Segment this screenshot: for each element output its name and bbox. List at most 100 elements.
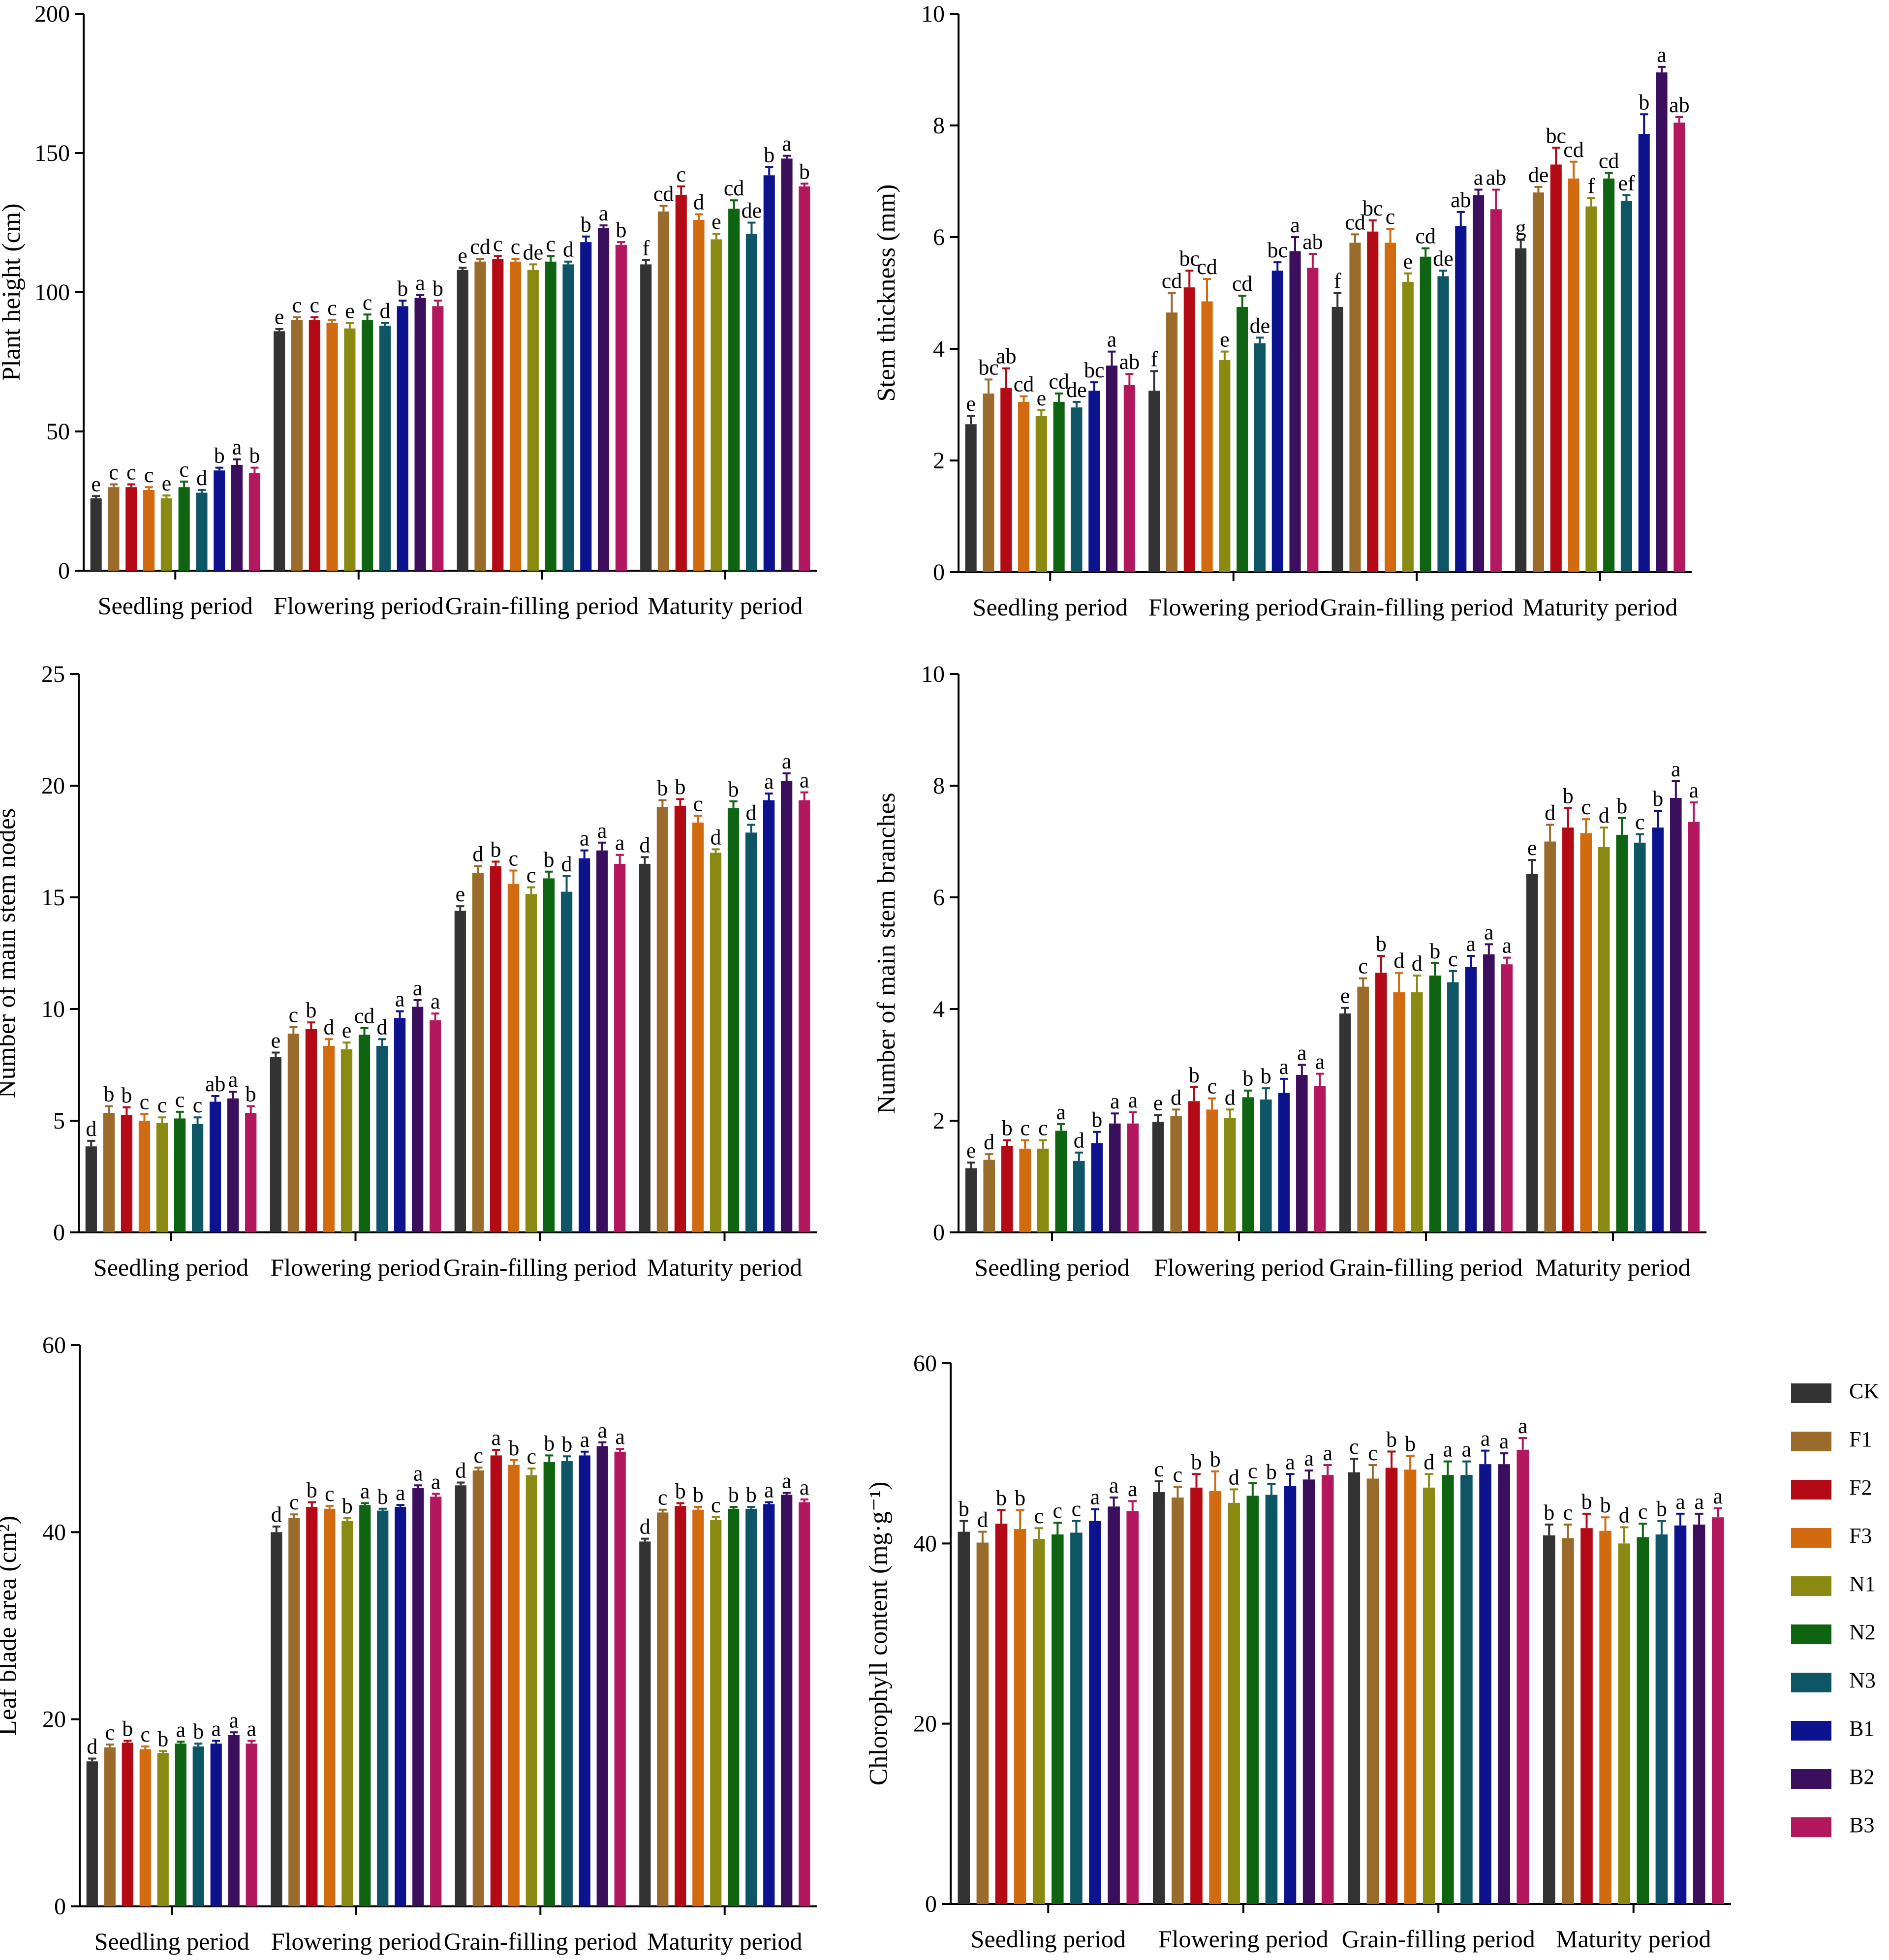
bar-b2 <box>1483 954 1495 1232</box>
significance-letter: a <box>396 1481 405 1505</box>
significance-letter: a <box>1110 1089 1120 1113</box>
bar-f3 <box>692 1509 704 1906</box>
bar-f2 <box>1580 1528 1593 1904</box>
significance-letter: a <box>1462 1438 1472 1462</box>
significance-letter: a <box>800 1475 809 1500</box>
bar-b2 <box>1498 1464 1510 1904</box>
significance-letter: a <box>1481 1427 1490 1451</box>
bar-n3 <box>1254 343 1266 572</box>
bar-ck <box>454 911 466 1232</box>
significance-letter: a <box>1518 1414 1528 1438</box>
significance-letter: b <box>508 1436 519 1460</box>
significance-letter: c <box>1448 947 1458 971</box>
bar-f1 <box>656 807 668 1232</box>
significance-letter: a <box>800 768 809 793</box>
chart-panel-1: 0 50 100 150 200 Plant height (cm) Seedling pe… <box>0 1 817 619</box>
significance-letter: d <box>196 466 207 490</box>
significance-letter: cd <box>1049 369 1069 394</box>
bar-b3 <box>1126 1511 1139 1904</box>
bar-b3 <box>614 863 626 1232</box>
significance-letter: e <box>1037 386 1047 410</box>
bar-f2 <box>675 194 687 571</box>
chart-panel-6: 0 20 40 60 Chlorophyll content (mg·g⁻¹) Seedl… <box>865 1350 1731 1953</box>
significance-letter: b <box>377 1485 388 1509</box>
bar-ck <box>640 264 652 571</box>
significance-letter: cd <box>1345 210 1365 234</box>
bar-n2 <box>728 1508 740 1906</box>
bar-n1 <box>1032 1539 1045 1904</box>
significance-letter: d <box>693 190 704 214</box>
significance-letter: a <box>395 987 405 1011</box>
significance-letter: b <box>157 1727 168 1751</box>
bar-b1 <box>1284 1486 1297 1904</box>
bar-f2 <box>121 1115 133 1232</box>
significance-letter: c <box>1173 1463 1183 1487</box>
bar-n1 <box>1219 360 1231 572</box>
significance-letter: b <box>249 444 260 468</box>
significance-letter: b <box>1656 1497 1667 1521</box>
x-tick-label: Flowering period <box>271 1254 441 1281</box>
bar-b1 <box>210 1744 222 1906</box>
legend-item-n2: N2 <box>1791 1614 1885 1662</box>
significance-letter: g <box>1516 216 1526 240</box>
significance-letter: d <box>472 842 483 866</box>
significance-letter: de <box>742 199 762 223</box>
bar-f1 <box>472 1470 484 1906</box>
bar-b2 <box>1693 1524 1705 1904</box>
significance-letter: d <box>87 1735 97 1759</box>
bar-ck <box>85 1146 97 1232</box>
bar-n1 <box>710 1520 722 1906</box>
significance-letter: b <box>1544 1501 1554 1525</box>
significance-letter: cd <box>1415 224 1436 248</box>
bar-n2 <box>359 1505 371 1906</box>
bar-ck <box>958 1531 970 1904</box>
y-axis-label: Stem thickness (mm) <box>872 184 900 402</box>
significance-letter: d <box>455 1459 466 1483</box>
x-tick-label: Grain-filling period <box>1320 593 1514 621</box>
significance-letter: a <box>1315 1050 1325 1074</box>
bar-b3 <box>1490 209 1502 572</box>
significance-letter: c <box>327 296 337 320</box>
significance-letter: c <box>474 1443 484 1468</box>
significance-letter: c <box>1349 1435 1359 1459</box>
bar-b1 <box>1089 1521 1101 1904</box>
bar-b2 <box>781 158 793 571</box>
significance-letter: c <box>126 460 136 485</box>
y-tick-label: 40 <box>42 1519 66 1545</box>
bar-b2 <box>412 1007 424 1232</box>
bar-f3 <box>1580 833 1592 1232</box>
bar-f3 <box>1404 1470 1417 1904</box>
bar-f1 <box>1166 312 1178 572</box>
y-tick-label: 0 <box>933 1220 945 1246</box>
significance-letter: c <box>1248 1459 1258 1483</box>
bar-f1 <box>1366 1478 1379 1904</box>
significance-letter: a <box>1484 920 1494 944</box>
significance-letter: a <box>782 132 792 156</box>
x-tick-label: Seedling period <box>974 1254 1129 1281</box>
bar-n1 <box>156 1123 168 1232</box>
significance-letter: c <box>526 1444 536 1469</box>
significance-letter: d <box>1074 1129 1084 1153</box>
bar-n1 <box>1423 1487 1435 1904</box>
bar-f3 <box>139 1749 151 1906</box>
significance-letter: ab <box>1669 93 1690 117</box>
x-tick-label: Grain-filling period <box>444 1928 637 1955</box>
bar-f1 <box>983 393 994 572</box>
significance-letter: b <box>193 1719 204 1744</box>
bar-b2 <box>412 1488 424 1906</box>
y-tick-label: 50 <box>46 419 70 445</box>
legend-label: B1 <box>1849 1716 1875 1741</box>
bar-f3 <box>1014 1529 1026 1904</box>
bar-ck <box>1339 1013 1351 1232</box>
significance-letter: e <box>1527 836 1537 860</box>
bar-f3 <box>692 822 704 1232</box>
significance-letter: d <box>640 1515 650 1539</box>
significance-letter: c <box>1154 1457 1164 1481</box>
bar-b1 <box>763 1504 775 1906</box>
significance-letter: b <box>397 276 408 301</box>
legend-label: F3 <box>1849 1524 1872 1548</box>
significance-letter: c <box>1020 1116 1030 1140</box>
significance-letter: a <box>360 1479 370 1503</box>
bar-n3 <box>376 1045 388 1232</box>
bar-n2 <box>1052 1534 1064 1904</box>
